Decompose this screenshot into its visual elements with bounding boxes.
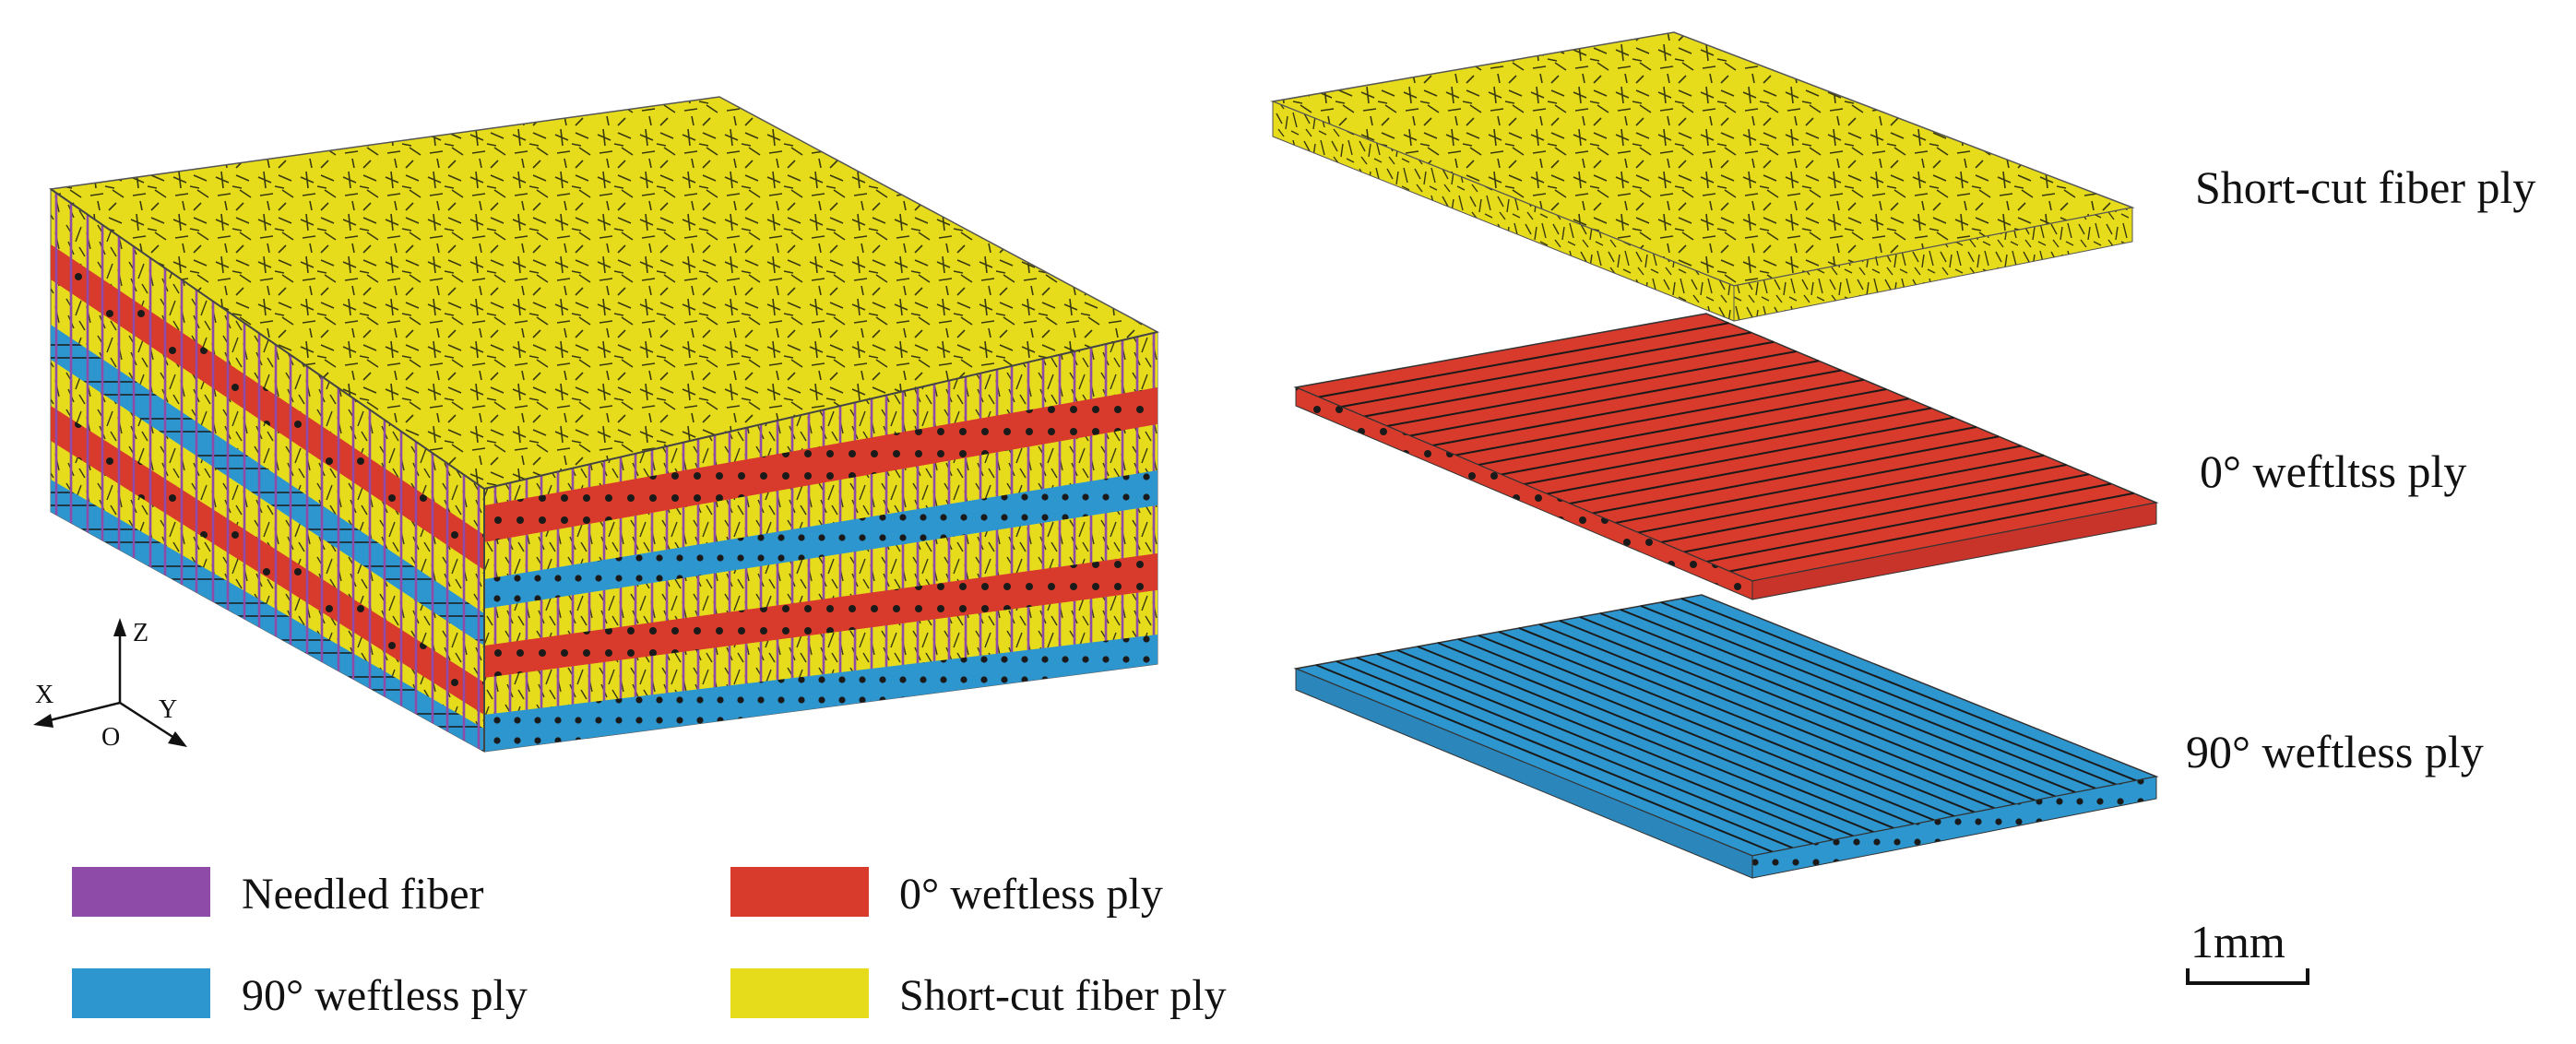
fiber-line	[1683, 473, 2089, 553]
fiber-line	[1579, 616, 2036, 801]
preform-left-face-layers	[51, 244, 484, 752]
fiber-line	[1638, 454, 2045, 534]
fiber-line	[1341, 331, 1751, 408]
ninety-degree-fiber-lines	[1315, 598, 2137, 853]
legend-label-zero-degree: 0° weftless ply	[899, 870, 1163, 919]
fiber-line	[1501, 397, 1909, 476]
fiber-line	[1376, 653, 1834, 841]
legend-swatch-short-cut	[730, 968, 869, 1018]
legend-swatch-needled-fiber	[72, 867, 210, 917]
fiber-line	[1432, 369, 1842, 446]
fiber-line	[1620, 609, 2076, 794]
axis-origin-label: O	[101, 723, 120, 752]
fiber-line	[1680, 598, 2137, 782]
fiber-line	[1615, 445, 2022, 524]
fiber-line	[1437, 642, 1894, 829]
laminated-preform-block	[48, 96, 1160, 753]
legend-swatch-ninety-degree	[72, 968, 210, 1018]
ply-label-ninety-degree: 90° weftless ply	[2186, 726, 2484, 777]
fiber-line	[1417, 646, 1874, 834]
preform-front-face-layers	[484, 332, 1157, 752]
legend-item-needled-fiber: Needled fiber	[72, 867, 484, 919]
axis-x-label: X	[35, 681, 53, 709]
fiber-line	[1315, 664, 1774, 853]
scale-bar-label: 1mm	[2190, 916, 2285, 967]
fiber-line	[1640, 605, 2096, 789]
zero-degree-ply-block	[1293, 313, 2159, 600]
legend-item-short-cut: Short-cut fiber ply	[730, 968, 1227, 1020]
legend-item-zero-degree: 0° weftless ply	[730, 867, 1163, 919]
fiber-line	[1706, 482, 2112, 563]
fiber-line	[1518, 627, 1976, 813]
fiber-line	[1524, 407, 1932, 485]
zero-degree-fiber-lines	[1318, 322, 2134, 573]
axis-y-label: Y	[159, 695, 177, 724]
ply-label-short-cut: Short-cut fiber ply	[2195, 161, 2535, 213]
fiber-line	[1335, 660, 1794, 849]
fiber-line	[1599, 612, 2056, 798]
fiber-line	[1729, 492, 2134, 573]
legend-swatch-zero-degree	[730, 867, 869, 917]
fiber-line	[1569, 426, 1977, 504]
axis-triad: Z X Y O	[33, 618, 187, 752]
ply-label-zero-degree: 0° weftltss ply	[2200, 445, 2466, 497]
fiber-line	[1547, 416, 1954, 495]
legend-item-ninety-degree: 90° weftless ply	[72, 968, 528, 1020]
fiber-line	[1318, 322, 1729, 398]
short-cut-ply-block	[1270, 31, 2135, 322]
fiber-line	[1538, 623, 1996, 810]
fiber-line	[1660, 464, 2067, 543]
fiber-line	[1457, 638, 1915, 825]
legend-label-ninety-degree: 90° weftless ply	[242, 971, 528, 1020]
fiber-line	[1559, 620, 2016, 806]
fiber-line	[1660, 601, 2117, 786]
fiber-line	[1478, 388, 1887, 466]
fiber-line	[1498, 631, 1955, 817]
fiber-line	[1592, 435, 2000, 515]
ninety-degree-ply-block	[1293, 594, 2159, 879]
fiber-line	[1386, 350, 1797, 427]
fiber-line	[1356, 657, 1814, 846]
axis-z-label: Z	[133, 619, 148, 647]
fiber-line	[1396, 649, 1854, 837]
legend-label-needled-fiber: Needled fiber	[242, 870, 484, 919]
legend: Needled fiber 0° weftless ply 90° weftle…	[72, 867, 1227, 1020]
scale-bar: 1mm	[2186, 916, 2309, 985]
fiber-line	[1409, 360, 1820, 437]
fiber-line	[1364, 340, 1775, 418]
fiber-line	[1455, 378, 1864, 457]
fiber-line	[1478, 635, 1935, 822]
legend-label-short-cut: Short-cut fiber ply	[899, 971, 1227, 1020]
